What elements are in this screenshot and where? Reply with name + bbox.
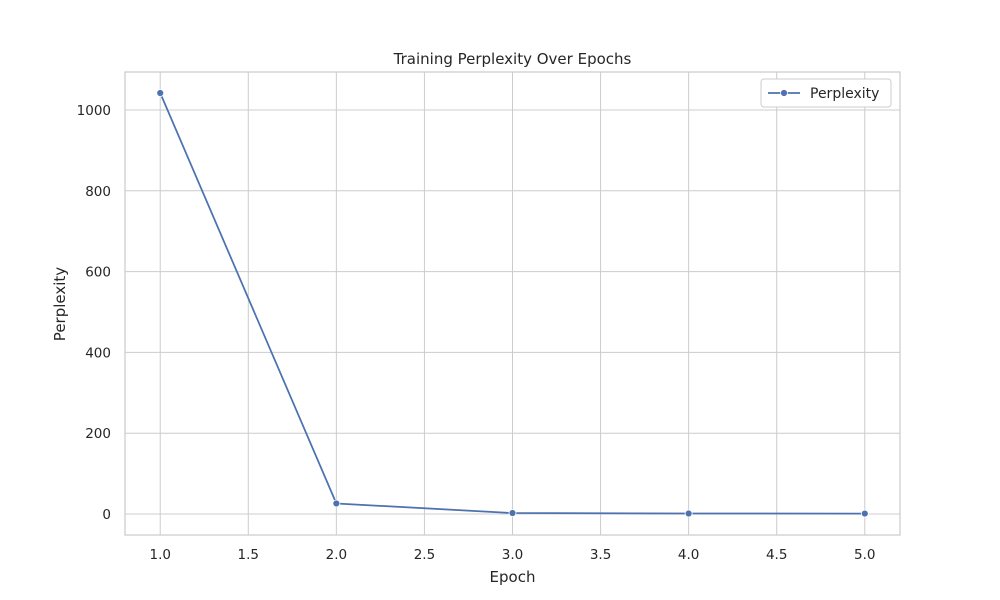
x-tick-labels: 1.0 1.5 2.0 2.5 3.0 3.5 4.0 4.5 5.0 [149,547,875,563]
legend-marker-swatch [780,89,788,97]
y-tick-label: 800 [85,184,111,200]
x-tick-label: 1.5 [238,547,259,563]
data-point [156,89,165,97]
x-tick-label: 2.0 [326,547,347,563]
plot-frame [124,71,901,536]
x-tick-label: 1.0 [149,547,170,563]
x-tick-label: 4.0 [678,547,699,563]
data-point [332,499,341,508]
y-tick-label: 200 [85,426,111,442]
series [156,89,869,518]
legend-label: Perplexity [810,86,879,102]
y-axis-label: Perplexity [51,267,69,341]
data-point [508,509,517,517]
y-tick-label: 600 [85,265,111,281]
x-tick-label: 3.0 [502,547,523,563]
y-tick-label: 400 [85,345,111,361]
x-tick-label: 2.5 [414,547,435,563]
y-tick-label: 0 [102,507,111,523]
legend-box [760,78,892,108]
data-point [860,509,869,518]
x-tick-label: 3.5 [590,547,611,563]
data-point [684,509,693,518]
legend: Perplexity [760,78,892,108]
x-axis-label: Epoch [490,568,536,586]
x-tick-label: 5.0 [854,547,875,563]
y-tick-labels: 0 200 400 600 800 1000 [77,103,111,523]
y-tick-label: 1000 [77,103,111,119]
chart-title: Training Perplexity Over Epochs [393,50,632,68]
x-tick-label: 4.5 [766,547,787,563]
